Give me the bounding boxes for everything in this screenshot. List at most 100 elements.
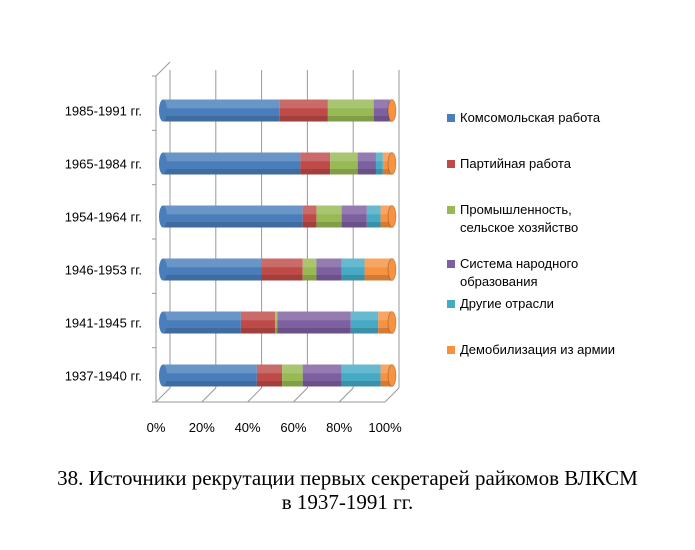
floor-line	[201, 387, 217, 403]
x-tick-label: 20%	[189, 420, 215, 435]
bar-segment-highlight	[375, 152, 383, 162]
bar-end-cap	[387, 258, 397, 281]
bar-segment	[163, 205, 303, 228]
bar-segment-shade	[341, 222, 367, 228]
bar-left-cap	[159, 205, 167, 228]
bar-segment-shade	[357, 169, 376, 175]
bar-segment	[341, 205, 367, 228]
bar-end-cap	[387, 152, 397, 175]
bar-end-cap	[387, 99, 397, 122]
bar-segment-highlight	[279, 99, 328, 109]
bar-segment-highlight	[261, 258, 303, 268]
x-tick-label: 60%	[280, 420, 306, 435]
bar-segment-highlight	[277, 311, 351, 321]
bar-segment-highlight	[302, 258, 317, 268]
bar-segment-shade	[240, 328, 276, 334]
bar-segment-highlight	[302, 205, 317, 215]
bar-segment-shade	[327, 116, 374, 122]
bar-segment	[240, 311, 276, 334]
bar-left-cap	[159, 311, 167, 334]
floor-line	[155, 387, 171, 403]
bar-segment-shade	[163, 381, 257, 387]
floor-line	[338, 387, 354, 403]
bar-segment	[316, 258, 342, 281]
floor-line	[293, 387, 308, 403]
bar-segment-shade	[341, 275, 365, 281]
bar-segment-highlight	[275, 311, 278, 321]
bar-segment-highlight	[163, 205, 303, 215]
bar-segment	[302, 205, 317, 228]
bar-segment	[330, 152, 358, 175]
bar-left-cap	[159, 152, 167, 175]
bar-segment	[282, 364, 303, 387]
caption-line-2: в 1937-1991 гг.	[281, 490, 414, 514]
legend-label: Система народного	[460, 256, 578, 271]
bar-segment-shade	[300, 169, 331, 175]
bar-segment-highlight	[378, 311, 392, 321]
bar-segment	[275, 311, 278, 334]
bar-segment-highlight	[163, 311, 241, 321]
bar-segment-highlight	[357, 152, 376, 162]
bar-segment-shade	[380, 222, 392, 228]
legend-label: сельское хозяйство	[460, 220, 578, 235]
bar-segment	[341, 364, 381, 387]
legend-swatch	[447, 114, 455, 122]
bar-segment-shade	[373, 116, 390, 122]
legend-swatch	[447, 346, 455, 354]
bar-segment-shade	[282, 381, 303, 387]
legend-label: образования	[460, 274, 538, 289]
bar-segment	[302, 364, 342, 387]
bar-segment-shade	[316, 222, 342, 228]
x-tick-label: 40%	[235, 420, 261, 435]
bar-segment	[350, 311, 379, 334]
bar-segment	[316, 205, 342, 228]
legend-label: Комсомольская работа	[460, 110, 601, 125]
bar-segment-shade	[163, 275, 262, 281]
legend-swatch	[447, 206, 455, 214]
bar-segment	[382, 152, 392, 175]
bar-segment	[375, 152, 383, 175]
bar-segment-shade	[364, 275, 392, 281]
bar-segment-shade	[163, 116, 280, 122]
bar-end-cap	[387, 364, 397, 387]
legend-swatch	[447, 260, 455, 268]
bar-segment-shade	[261, 275, 303, 281]
bar-segment-shade	[302, 222, 317, 228]
x-tick-label: 100%	[368, 420, 402, 435]
chart-caption: 38. Источники рекрутации первых секретар…	[0, 466, 695, 514]
bar-segment-shade	[366, 222, 381, 228]
bar-segment	[163, 99, 280, 122]
bar-segment-shade	[382, 169, 392, 175]
bar-segment-shade	[350, 328, 379, 334]
bar-left-cap	[159, 364, 167, 387]
bar-segment-highlight	[163, 152, 301, 162]
bar-segment	[163, 311, 241, 334]
y-category-label: 1985-1991 гг.	[65, 104, 142, 119]
bar-segment-highlight	[364, 258, 392, 268]
bar-segment-shade	[378, 328, 392, 334]
bar-segment-highlight	[380, 364, 392, 374]
bar-segment-highlight	[163, 364, 257, 374]
bar-segment	[364, 258, 392, 281]
y-category-label: 1941-1945 гг.	[65, 316, 142, 331]
bar-segment-highlight	[366, 205, 381, 215]
bar-segment	[277, 311, 351, 334]
bar-segment	[163, 364, 257, 387]
floor-line	[247, 387, 262, 403]
bar-segment	[357, 152, 376, 175]
bar-segment-shade	[330, 169, 358, 175]
bar-segment	[261, 258, 303, 281]
bar-segment-shade	[302, 275, 317, 281]
bar-segment	[302, 258, 317, 281]
bar-segment-highlight	[373, 99, 390, 109]
bar-segment-highlight	[240, 311, 276, 321]
legend-label: Партийная работа	[460, 156, 572, 171]
bar-segment	[380, 364, 392, 387]
bar-segment	[300, 152, 331, 175]
legend-label: Демобилизация из армии	[460, 342, 615, 357]
bar-segment-shade	[279, 116, 328, 122]
bar-segment-shade	[375, 169, 383, 175]
bar-segment-highlight	[382, 152, 392, 162]
bar-segment-shade	[277, 328, 351, 334]
stacked-bar-chart: 0% 20% 40% 60% 80% 100% 1985-1991 гг. 1965-1984…	[65, 61, 615, 435]
